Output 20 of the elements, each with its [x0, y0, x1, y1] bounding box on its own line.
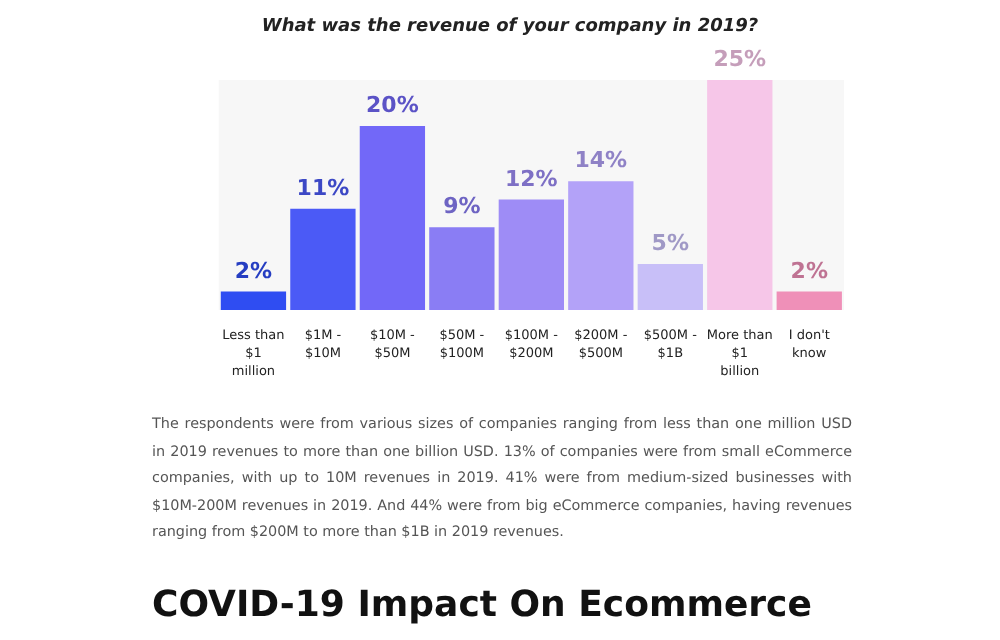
- data-label: 25%: [713, 46, 767, 72]
- data-label: 5%: [651, 230, 689, 256]
- text: COVID-19 Impact On Ecommerce: [152, 584, 812, 626]
- bar: [568, 181, 634, 310]
- bar: [359, 126, 426, 310]
- data-label: 9%: [443, 193, 481, 220]
- data-label: 14%: [574, 147, 628, 174]
- data-label: 20%: [366, 92, 419, 118]
- bar: [498, 199, 564, 310]
- bar: [776, 291, 842, 310]
- bar: [429, 227, 495, 310]
- data-label: 11%: [296, 174, 350, 201]
- data-label: 12%: [505, 165, 558, 192]
- chart-title: What was the revenue of your company in 2019?: [261, 17, 759, 37]
- data-label: 2%: [790, 257, 828, 284]
- bar: [637, 264, 703, 310]
- data-label: 2%: [234, 257, 273, 284]
- bar: [220, 291, 287, 310]
- bar: [290, 208, 356, 310]
- bar: [707, 80, 773, 310]
